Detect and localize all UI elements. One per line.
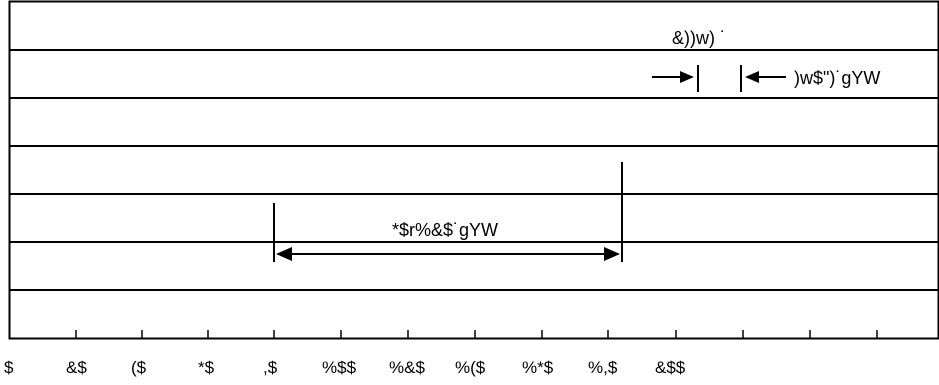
- dimension-arrow-left: [276, 247, 292, 261]
- center-annotation-label: *$r%&$˙gYW: [392, 220, 498, 240]
- top-annotation-label: &))w) ˙: [672, 28, 726, 48]
- center-dimension: [273, 162, 623, 262]
- right-annotation-label: )w$")˙gYW: [794, 68, 880, 88]
- axis-tick-label: $: [4, 358, 14, 377]
- diagram-frame: [8, 0, 939, 340]
- axis-tick-label: %$$: [322, 358, 357, 377]
- dimension-arrow-right: [604, 247, 620, 261]
- axis-tick-label: %&$: [389, 358, 425, 377]
- axis-tick-label: %,$: [588, 358, 618, 377]
- arrow-left-head: [745, 71, 759, 83]
- axis-tick-label: &$: [66, 358, 87, 377]
- right-interval-marker: [652, 65, 786, 92]
- row-lines: [10, 49, 939, 291]
- axis-tick-label: *$: [198, 358, 215, 377]
- axis-tick-label: %($: [455, 358, 486, 377]
- axis-tick-label: ,$: [263, 358, 278, 377]
- axis-tick-label: ($: [131, 358, 147, 377]
- axis-tick-label: &$$: [655, 358, 686, 377]
- axis-tick-labels: $ &$ ($ *$ ,$ %$$ %&$ %($ %*$ %,$ &$$: [4, 358, 686, 377]
- arrow-right-head: [680, 71, 694, 83]
- axis-ticks: [75, 330, 878, 339]
- axis-tick-label: %*$: [522, 358, 554, 377]
